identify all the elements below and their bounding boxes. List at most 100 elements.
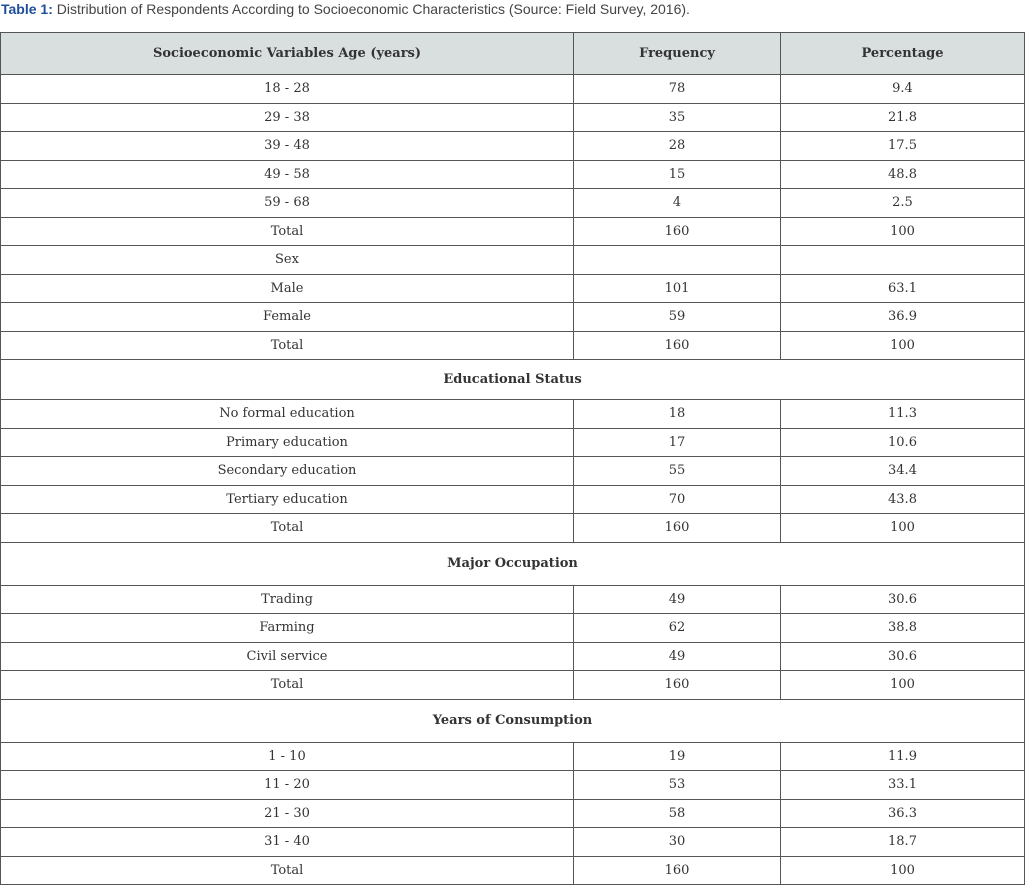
frequency-cell: 18 — [573, 399, 781, 429]
variable-cell: Civil service — [0, 641, 574, 671]
frequency-cell: 58 — [573, 798, 781, 828]
frequency-cell: 160 — [573, 330, 781, 360]
frequency-cell — [573, 245, 781, 275]
table-row: 31 - 40 30 18.7 — [0, 827, 1025, 857]
table-row: No formal education 18 11.3 — [0, 399, 1025, 429]
percentage-cell: 30.6 — [780, 584, 1025, 614]
variable-cell: 1 - 10 — [0, 741, 574, 771]
table-row: 49 - 58 15 48.8 — [0, 159, 1025, 189]
table-row: Total 160 100 — [0, 670, 1025, 700]
frequency-cell: 15 — [573, 159, 781, 189]
variable-cell: 18 - 28 — [0, 74, 574, 104]
frequency-cell: 70 — [573, 484, 781, 514]
variable-cell: Total — [0, 330, 574, 360]
section-title: Major Occupation — [0, 541, 1025, 586]
header-variables: Socioeconomic Variables Age (years) — [0, 32, 574, 75]
percentage-cell: 17.5 — [780, 131, 1025, 161]
percentage-cell: 9.4 — [780, 74, 1025, 104]
frequency-cell: 59 — [573, 302, 781, 332]
table-caption: Table 1: Distribution of Respondents Acc… — [1, 0, 690, 18]
percentage-cell: 30.6 — [780, 641, 1025, 671]
frequency-cell: 55 — [573, 456, 781, 486]
percentage-cell: 2.5 — [780, 188, 1025, 218]
table-row: Male 101 63.1 — [0, 273, 1025, 303]
frequency-cell: 160 — [573, 855, 781, 885]
variable-cell: 59 - 68 — [0, 188, 574, 218]
table-row: Secondary education 55 34.4 — [0, 456, 1025, 486]
table-row: 1 - 10 19 11.9 — [0, 741, 1025, 771]
section-title: Years of Consumption — [0, 698, 1025, 743]
frequency-cell: 28 — [573, 131, 781, 161]
frequency-cell: 17 — [573, 427, 781, 457]
caption-text: Distribution of Respondents According to… — [52, 1, 690, 17]
percentage-cell: 10.6 — [780, 427, 1025, 457]
percentage-cell: 100 — [780, 216, 1025, 246]
variable-cell: 31 - 40 — [0, 827, 574, 857]
frequency-cell: 49 — [573, 641, 781, 671]
percentage-cell — [780, 245, 1025, 275]
percentage-cell: 38.8 — [780, 613, 1025, 643]
frequency-cell: 49 — [573, 584, 781, 614]
percentage-cell: 100 — [780, 670, 1025, 700]
variable-cell: 29 - 38 — [0, 102, 574, 132]
variable-cell: Total — [0, 513, 574, 543]
frequency-cell: 101 — [573, 273, 781, 303]
percentage-cell: 18.7 — [780, 827, 1025, 857]
frequency-cell: 53 — [573, 770, 781, 800]
section-header-row: Years of Consumption — [0, 698, 1025, 743]
percentage-cell: 100 — [780, 513, 1025, 543]
frequency-cell: 62 — [573, 613, 781, 643]
variable-cell: Female — [0, 302, 574, 332]
frequency-cell: 35 — [573, 102, 781, 132]
frequency-cell: 160 — [573, 670, 781, 700]
table-row: Total 160 100 — [0, 216, 1025, 246]
variable-cell: 39 - 48 — [0, 131, 574, 161]
table-row: Tertiary education 70 43.8 — [0, 484, 1025, 514]
table-row: 29 - 38 35 21.8 — [0, 102, 1025, 132]
variable-cell: 49 - 58 — [0, 159, 574, 189]
percentage-cell: 11.9 — [780, 741, 1025, 771]
frequency-cell: 19 — [573, 741, 781, 771]
variable-cell: Total — [0, 855, 574, 885]
table-row: Sex — [0, 245, 1025, 275]
table-row: Total 160 100 — [0, 513, 1025, 543]
frequency-cell: 30 — [573, 827, 781, 857]
variable-cell: Primary education — [0, 427, 574, 457]
variable-cell: Trading — [0, 584, 574, 614]
percentage-cell: 63.1 — [780, 273, 1025, 303]
variable-cell: Tertiary education — [0, 484, 574, 514]
frequency-cell: 160 — [573, 216, 781, 246]
header-frequency: Frequency — [573, 32, 781, 75]
percentage-cell: 100 — [780, 855, 1025, 885]
table-row: Female 59 36.9 — [0, 302, 1025, 332]
percentage-cell: 43.8 — [780, 484, 1025, 514]
frequency-cell: 160 — [573, 513, 781, 543]
section-title: Educational Status — [0, 359, 1025, 400]
table-row: Total 160 100 — [0, 330, 1025, 360]
table-row: Primary education 17 10.6 — [0, 427, 1025, 457]
table-row: Total 160 100 — [0, 855, 1025, 885]
frequency-cell: 4 — [573, 188, 781, 218]
percentage-cell: 33.1 — [780, 770, 1025, 800]
variable-cell: Total — [0, 670, 574, 700]
percentage-cell: 48.8 — [780, 159, 1025, 189]
percentage-cell: 100 — [780, 330, 1025, 360]
variable-cell: Sex — [0, 245, 574, 275]
percentage-cell: 34.4 — [780, 456, 1025, 486]
table-row: 18 - 28 78 9.4 — [0, 74, 1025, 104]
table-row: Trading 49 30.6 — [0, 584, 1025, 614]
table-row: Farming 62 38.8 — [0, 613, 1025, 643]
percentage-cell: 11.3 — [780, 399, 1025, 429]
variable-cell: 11 - 20 — [0, 770, 574, 800]
percentage-cell: 36.3 — [780, 798, 1025, 828]
table-row: Civil service 49 30.6 — [0, 641, 1025, 671]
variable-cell: 21 - 30 — [0, 798, 574, 828]
table-row: 39 - 48 28 17.5 — [0, 131, 1025, 161]
percentage-cell: 21.8 — [780, 102, 1025, 132]
section-header-row: Major Occupation — [0, 541, 1025, 586]
table-row: 21 - 30 58 36.3 — [0, 798, 1025, 828]
variable-cell: Male — [0, 273, 574, 303]
socioeconomic-table: Socioeconomic Variables Age (years) Freq… — [0, 32, 1025, 885]
variable-cell: No formal education — [0, 399, 574, 429]
table-header-row: Socioeconomic Variables Age (years) Freq… — [0, 32, 1025, 75]
